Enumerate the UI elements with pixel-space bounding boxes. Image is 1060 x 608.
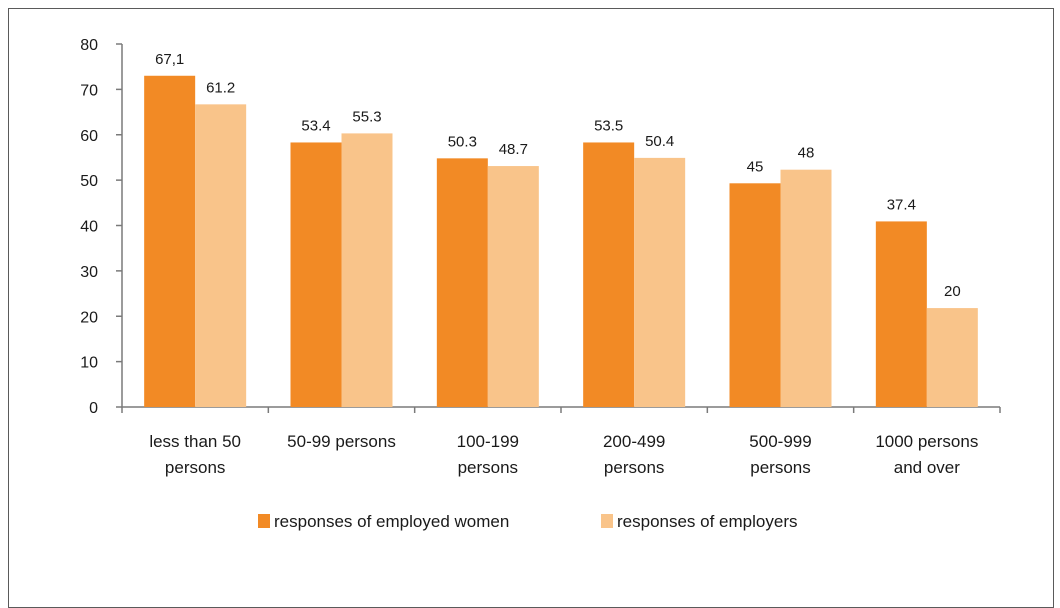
data-label: 67,1 — [155, 51, 184, 68]
x-category-label: 50-99 persons — [287, 432, 396, 451]
data-label: 50.3 — [448, 133, 477, 150]
bar-women — [583, 142, 635, 407]
y-tick-label: 0 — [89, 400, 98, 417]
data-label: 55.3 — [352, 108, 381, 125]
y-tick-label: 70 — [80, 82, 98, 99]
y-tick-label: 20 — [80, 309, 98, 326]
y-tick-label: 40 — [80, 219, 98, 236]
data-label: 50.4 — [645, 133, 674, 150]
legend-label: responses of employed women — [274, 512, 509, 531]
data-label: 45 — [747, 158, 764, 175]
data-label: 53.5 — [594, 117, 623, 134]
data-label: 61.2 — [206, 79, 235, 96]
x-category-label: persons — [604, 458, 664, 477]
y-tick-label: 30 — [80, 264, 98, 281]
y-tick-label: 80 — [80, 37, 98, 54]
bar-women — [290, 142, 342, 407]
bar-employers — [487, 166, 539, 407]
bar-women — [436, 158, 488, 407]
data-label: 53.4 — [301, 117, 330, 134]
bar-women — [729, 183, 781, 407]
data-label: 37.4 — [887, 196, 916, 213]
bar-employers — [926, 308, 978, 407]
y-tick-label: 10 — [80, 355, 98, 372]
bar-employers — [341, 133, 393, 408]
bar-employers — [780, 169, 832, 407]
x-category-label: 200-499 — [603, 432, 665, 451]
data-label: 48.7 — [499, 141, 528, 158]
x-category-label: 1000 persons — [875, 432, 978, 451]
bar-women — [144, 75, 196, 407]
x-category-label: persons — [165, 458, 225, 477]
bar-chart: 0 10 20 30 40 50 60 70 80 67,1 61.2 less than 50 per… — [80, 37, 1001, 531]
bar-employers — [634, 157, 686, 407]
bar-women — [875, 221, 927, 407]
legend-swatch — [258, 514, 270, 528]
y-tick-label: 50 — [80, 173, 98, 190]
data-label: 20 — [944, 283, 961, 300]
x-category-label: 500-999 — [749, 432, 811, 451]
y-tick-label: 60 — [80, 128, 98, 145]
legend-label: responses of employers — [617, 512, 797, 531]
legend-swatch — [601, 514, 613, 528]
x-category-label: persons — [458, 458, 518, 477]
bar-employers — [195, 104, 247, 407]
x-category-label: persons — [750, 458, 810, 477]
x-category-label: less than 50 — [149, 432, 241, 451]
x-category-label: and over — [894, 458, 960, 477]
x-category-label: 100-199 — [457, 432, 519, 451]
data-label: 48 — [798, 145, 815, 162]
